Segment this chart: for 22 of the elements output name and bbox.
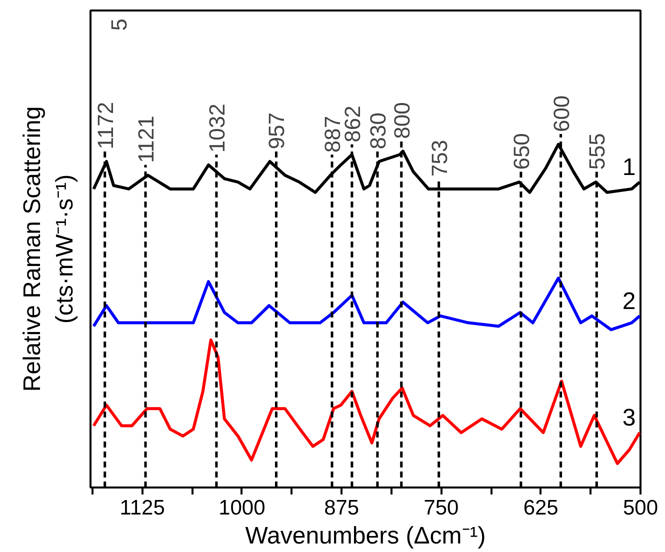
ref-line-label: 830 — [365, 112, 390, 150]
x-tick-label: 750 — [424, 496, 459, 520]
series-label: 1 — [622, 154, 636, 182]
ref-line-label: 650 — [508, 133, 534, 170]
text: 5 — [106, 18, 132, 31]
x-tick-label: 875 — [324, 496, 360, 520]
ref-line-label: 1172 — [92, 102, 118, 150]
x-axis-title: Wavenumbers (Δcm⁻¹) — [245, 522, 486, 550]
x-tick-label: 625 — [523, 496, 558, 520]
y-axis-title: Relative Raman Scattering (cts·mW⁻¹·s⁻¹) — [19, 106, 78, 392]
ref-line-label: 600 — [548, 95, 574, 132]
x-tick-label: 1000 — [218, 496, 266, 520]
x-tick-label: 1125 — [120, 496, 165, 520]
ref-line-label: 753 — [426, 140, 452, 177]
ref-line-label: 555 — [584, 133, 610, 170]
ref-line-label: 1121 — [134, 116, 158, 163]
ref-line-label: 1032 — [204, 104, 230, 153]
ref-line-label: 800 — [389, 102, 414, 139]
x-tick-label: 500 — [622, 496, 658, 520]
series-label: 3 — [622, 404, 636, 432]
series-label: 2 — [622, 288, 636, 316]
ref-line-label: 957 — [264, 112, 290, 150]
